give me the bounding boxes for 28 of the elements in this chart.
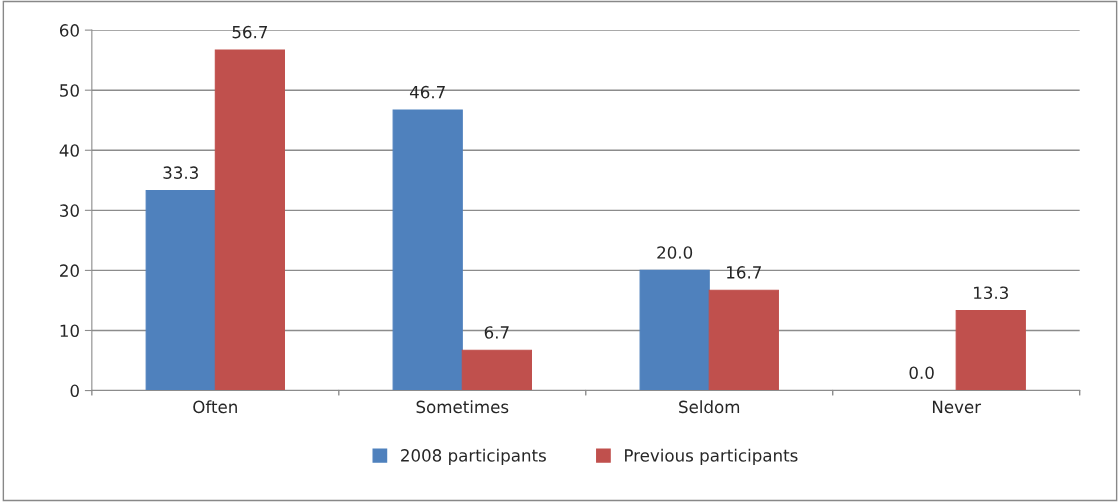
- data-label: 0.0: [909, 366, 934, 379]
- bar: [214, 49, 286, 391]
- y-tick-label: 10: [60, 324, 79, 338]
- data-label: 16.7: [727, 266, 761, 279]
- legend-label: Previous participants: [625, 448, 798, 465]
- y-tick-label: 50: [60, 84, 79, 97]
- legend-label: 2008 participants: [401, 448, 546, 465]
- y-tick-label: 20: [60, 264, 79, 277]
- y-tick-label: 0: [70, 384, 79, 398]
- y-tick-label: 60: [59, 24, 79, 37]
- data-label: 33.3: [163, 166, 198, 179]
- x-tick-label: Seldom: [679, 400, 740, 414]
- y-tick-label: 40: [59, 144, 79, 157]
- bar: [708, 289, 779, 391]
- bar: [461, 349, 532, 391]
- y-tick-label: 30: [60, 204, 79, 217]
- x-tick-label: Never: [932, 400, 982, 414]
- data-label: 13.3: [974, 286, 1008, 300]
- bar: [392, 109, 463, 391]
- x-tick-label: Often: [193, 400, 237, 414]
- bar: [145, 189, 216, 391]
- bar: [955, 310, 1026, 391]
- data-label: 6.7: [484, 326, 509, 339]
- data-label: 56.7: [232, 25, 268, 39]
- x-tick-label: Sometimes: [416, 400, 509, 414]
- data-label: 20.0: [657, 246, 693, 259]
- data-label: 46.7: [409, 85, 445, 99]
- bar: [639, 269, 710, 391]
